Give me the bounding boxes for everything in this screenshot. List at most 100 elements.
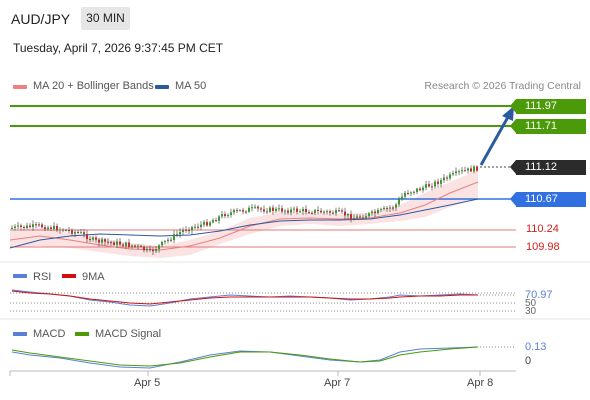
candle-body — [359, 216, 361, 218]
candle-body — [137, 245, 139, 247]
candle-body — [296, 208, 298, 212]
candle-body — [284, 210, 286, 212]
candle-body — [302, 208, 304, 212]
candle-body — [35, 224, 37, 226]
candle-body — [233, 210, 235, 213]
rsi-line — [11, 289, 479, 307]
candle-body — [161, 241, 163, 246]
candle-body — [341, 210, 343, 212]
candle-body — [56, 225, 58, 231]
candle-body — [116, 241, 118, 245]
candle-body — [68, 229, 70, 231]
candle-body — [374, 211, 376, 214]
macd-legend-swatch — [13, 332, 27, 336]
candle-body — [473, 166, 475, 172]
candle-body — [164, 241, 166, 243]
rsi-9ma-line — [11, 290, 478, 305]
macd-zero-label: 0 — [525, 355, 532, 367]
candle-body — [146, 248, 148, 251]
datetime-label: Tuesday, April 7, 2026 9:37:45 PM CET — [13, 41, 224, 55]
candle-body — [83, 232, 85, 234]
candle-body — [182, 229, 184, 233]
candle-body — [404, 192, 406, 197]
candle-body — [245, 211, 247, 213]
candle-body — [257, 206, 259, 209]
candle-body — [104, 239, 106, 242]
candle-body — [455, 171, 457, 174]
candle-body — [131, 245, 133, 247]
candle-body — [98, 239, 100, 243]
candle-body — [461, 170, 463, 172]
candle-body — [77, 231, 79, 233]
candle-body — [191, 226, 193, 231]
candle-body — [428, 184, 430, 187]
candle-body — [308, 212, 310, 214]
candle-body — [197, 226, 199, 228]
candle-body — [311, 212, 313, 214]
rsi-legend-label: RSI — [33, 271, 52, 283]
candle-body — [29, 225, 31, 228]
ma20-legend-swatch — [13, 85, 27, 89]
candle-body — [221, 214, 223, 217]
rsi-9ma-legend-swatch — [62, 274, 76, 278]
candle-body — [185, 229, 187, 231]
candle-body — [71, 230, 73, 234]
candle-body — [248, 207, 250, 212]
candle-body — [200, 224, 202, 228]
candle-body — [101, 239, 103, 243]
candle-body — [383, 207, 385, 210]
candle-body — [158, 245, 160, 250]
candle-body — [215, 220, 217, 222]
macd-legend-label: MACD — [33, 328, 66, 340]
candle-body — [407, 192, 409, 194]
candle-body — [323, 211, 325, 213]
candle-body — [410, 192, 412, 194]
candle-body — [326, 211, 328, 213]
candle-body — [188, 230, 190, 232]
macd-signal-line — [11, 346, 479, 367]
candle-body — [317, 210, 319, 212]
rsi-legend-swatch — [13, 274, 27, 278]
x-tick-apr8: Apr 8 — [467, 377, 494, 389]
candle-body — [152, 249, 154, 252]
candle-body — [353, 218, 355, 220]
candle-body — [449, 174, 451, 179]
candle-body — [260, 208, 262, 210]
candle-body — [125, 242, 127, 246]
candle-body — [467, 168, 469, 171]
candle-body — [59, 229, 61, 231]
candle-body — [119, 241, 121, 245]
rsi-level-50-label: 50 — [525, 298, 537, 309]
candle-body — [11, 227, 13, 229]
candle-body — [14, 226, 16, 228]
candle-body — [74, 231, 76, 234]
candle-body — [338, 210, 340, 212]
candle-body — [356, 216, 358, 219]
candle-body — [44, 227, 46, 230]
candle-body — [32, 224, 34, 228]
candle-body — [92, 237, 94, 240]
candle-body — [335, 210, 337, 214]
candle-body — [389, 207, 391, 209]
candle-body — [209, 222, 211, 226]
ma50-line — [9, 198, 479, 249]
candle-body — [230, 212, 232, 216]
support-1-label: 110.24 — [526, 223, 559, 235]
candle-body — [371, 211, 373, 214]
resistance-2-tag: 111.97 — [510, 99, 586, 114]
candle-body — [212, 220, 214, 223]
candle-body — [38, 224, 40, 226]
timeframe-badge[interactable]: 30 MIN — [81, 7, 130, 30]
candle-body — [26, 225, 28, 228]
candle-body — [17, 225, 19, 227]
candle-body — [350, 214, 352, 220]
ma50-legend-label: MA 50 — [175, 80, 207, 92]
symbol-title: AUD/JPY — [11, 11, 71, 27]
macd-line — [11, 346, 479, 369]
candle-body — [362, 217, 364, 219]
candle-body — [332, 212, 334, 214]
candle-body — [224, 214, 226, 217]
rsi-level-30-label: 30 — [525, 306, 537, 317]
candle-body — [23, 226, 25, 228]
